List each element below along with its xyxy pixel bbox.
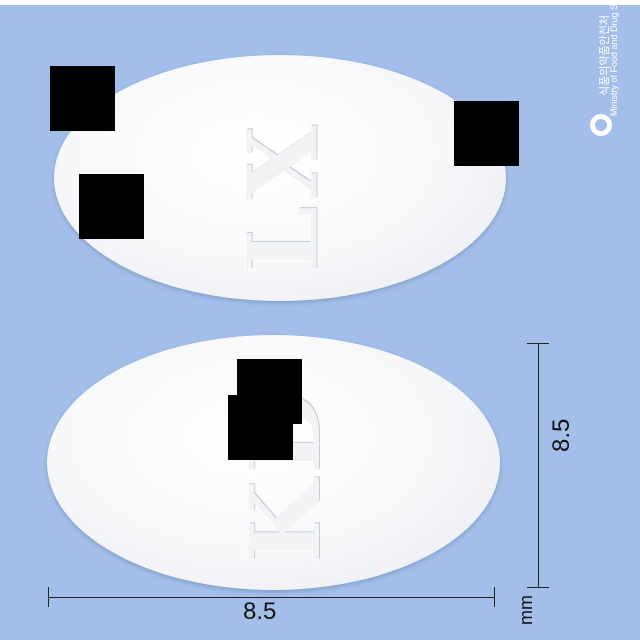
redaction-box <box>454 101 519 166</box>
scale-unit: mm <box>516 595 536 625</box>
redaction-box <box>50 66 115 131</box>
vertical-scale-bar <box>538 343 539 588</box>
horizontal-scale-label: 8.5 <box>243 598 277 625</box>
redaction-box <box>79 174 144 239</box>
ministry-logo-icon <box>590 114 612 136</box>
vertical-scale-cap <box>527 343 549 344</box>
horizontal-scale-cap <box>494 587 495 607</box>
redaction-box <box>228 395 293 460</box>
vertical-scale-label: 8.5 <box>548 418 575 452</box>
top-border <box>0 0 640 5</box>
vertical-scale-cap <box>527 587 549 588</box>
horizontal-scale-bar <box>48 597 495 598</box>
horizontal-scale-cap <box>48 587 49 607</box>
watermark-english: Ministry of Food and Drug Safety <box>609 0 619 116</box>
imprint-front: LX <box>226 119 340 274</box>
